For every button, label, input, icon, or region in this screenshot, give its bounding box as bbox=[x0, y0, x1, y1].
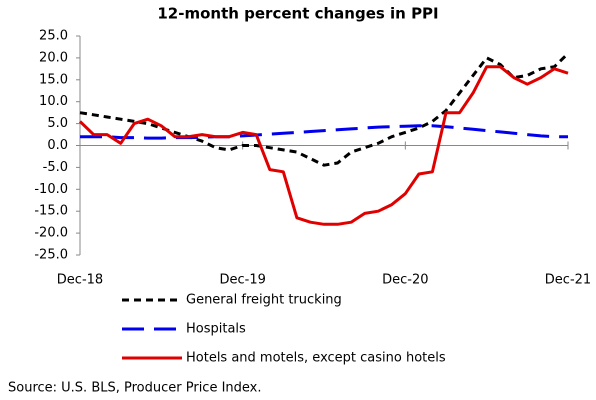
legend-label: Hotels and motels, except casino hotels bbox=[186, 351, 446, 366]
x-tick-label: Dec-20 bbox=[382, 273, 428, 288]
y-tick-label: -5.0 bbox=[43, 160, 68, 175]
y-tick-label: -25.0 bbox=[34, 248, 68, 263]
series-line bbox=[78, 65, 569, 226]
y-tick-label: -20.0 bbox=[34, 226, 68, 241]
y-tick-label: 5.0 bbox=[47, 116, 68, 131]
y-tick-label: 20.0 bbox=[39, 50, 68, 65]
y-tick-label: 15.0 bbox=[39, 72, 68, 87]
series-line bbox=[80, 124, 568, 140]
x-tick-label: Dec-21 bbox=[545, 273, 591, 288]
source-note: Source: U.S. BLS, Producer Price Index. bbox=[8, 381, 262, 396]
y-tick-label: -15.0 bbox=[34, 204, 68, 219]
legend-label: General freight trucking bbox=[186, 293, 342, 308]
chart-title: 12-month percent changes in PPI bbox=[157, 5, 438, 23]
y-tick-label: -10.0 bbox=[34, 182, 68, 197]
y-tick-label: 25.0 bbox=[39, 29, 68, 44]
series-line bbox=[79, 52, 570, 167]
y-tick-label: 0.0 bbox=[47, 138, 68, 153]
x-tick-label: Dec-18 bbox=[57, 273, 103, 288]
x-tick-label: Dec-19 bbox=[219, 273, 265, 288]
legend-label: Hospitals bbox=[186, 322, 246, 337]
y-tick-label: 10.0 bbox=[39, 94, 68, 109]
